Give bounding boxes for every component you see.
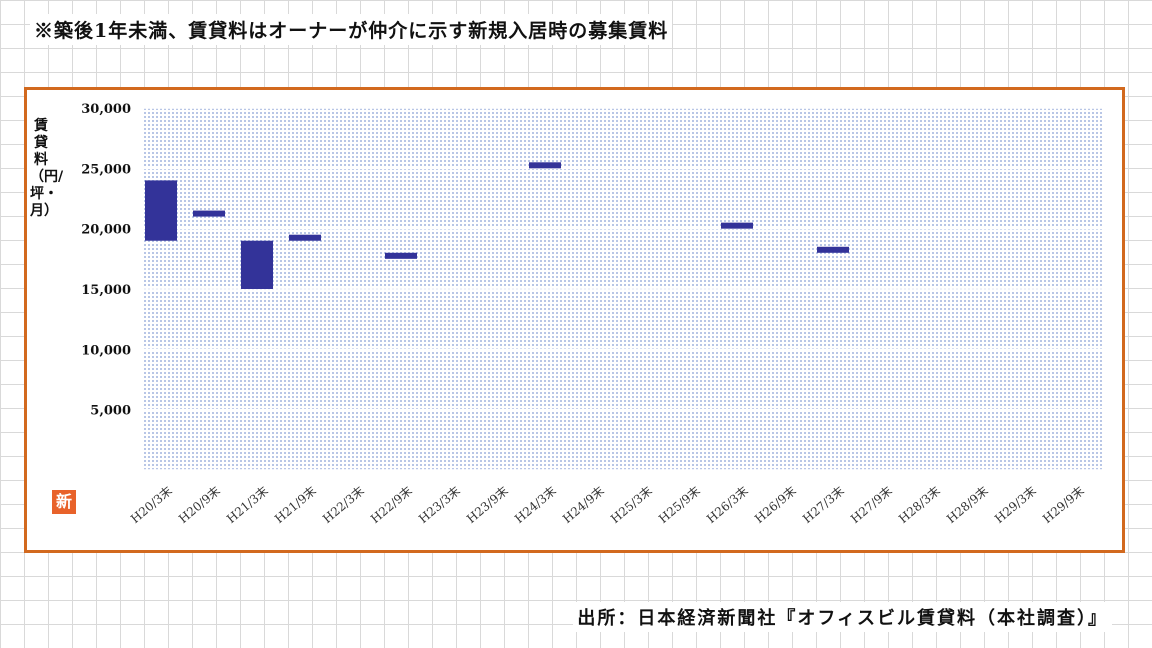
x-tick-label: H24/9末 — [560, 484, 607, 526]
range-bar — [385, 252, 417, 259]
y-tick-label: 20,000 — [81, 223, 131, 238]
x-tick-label: H22/3末 — [320, 484, 367, 526]
y-tick-label: 25,000 — [81, 162, 131, 177]
x-tick-label: H29/9末 — [1040, 484, 1087, 526]
x-tick-label: H26/3末 — [704, 484, 751, 526]
range-bar — [241, 240, 273, 289]
x-tick-label: H23/3末 — [416, 484, 463, 526]
x-tick-label: H22/9末 — [368, 484, 415, 526]
x-tick-label: H21/3末 — [224, 484, 271, 526]
x-tick-label: H20/9末 — [176, 484, 223, 526]
y-tick-label: 10,000 — [81, 343, 131, 358]
y-tick-label: 5,000 — [90, 404, 131, 419]
range-bar — [145, 180, 177, 241]
new-badge-icon: 新 — [52, 490, 76, 514]
x-tick-label: H29/3末 — [992, 484, 1039, 526]
x-tick-label: H25/9末 — [656, 484, 703, 526]
y-tick-label: 15,000 — [81, 283, 131, 298]
range-bar — [529, 162, 561, 169]
x-tick-label: H27/3末 — [800, 484, 847, 526]
range-bar — [193, 210, 225, 217]
x-tick-label: H24/3末 — [512, 484, 559, 526]
range-bar — [721, 222, 753, 229]
x-tick-label: H23/9末 — [464, 484, 511, 526]
x-tick-label: H27/9末 — [848, 484, 895, 526]
x-tick-label: H21/9末 — [272, 484, 319, 526]
x-tick-label: H20/3末 — [128, 484, 175, 526]
x-tick-label: H25/3末 — [608, 484, 655, 526]
footnote-text: ※築後1年未満、賃貸料はオーナーが仲介に示す新規入居時の募集賃料 — [30, 14, 673, 45]
y-axis-label: 賃貸料（円/坪・月） — [30, 118, 64, 219]
source-credit: 出所：日本経済新聞社『オフィスビル賃貸料（本社調査）』 — [573, 602, 1112, 632]
x-tick-label: H28/3末 — [896, 484, 943, 526]
range-bar — [289, 234, 321, 241]
x-tick-label: H28/9末 — [944, 484, 991, 526]
x-tick-label: H26/9末 — [752, 484, 799, 526]
range-bar — [817, 246, 849, 253]
y-tick-label: 30,000 — [81, 102, 131, 117]
